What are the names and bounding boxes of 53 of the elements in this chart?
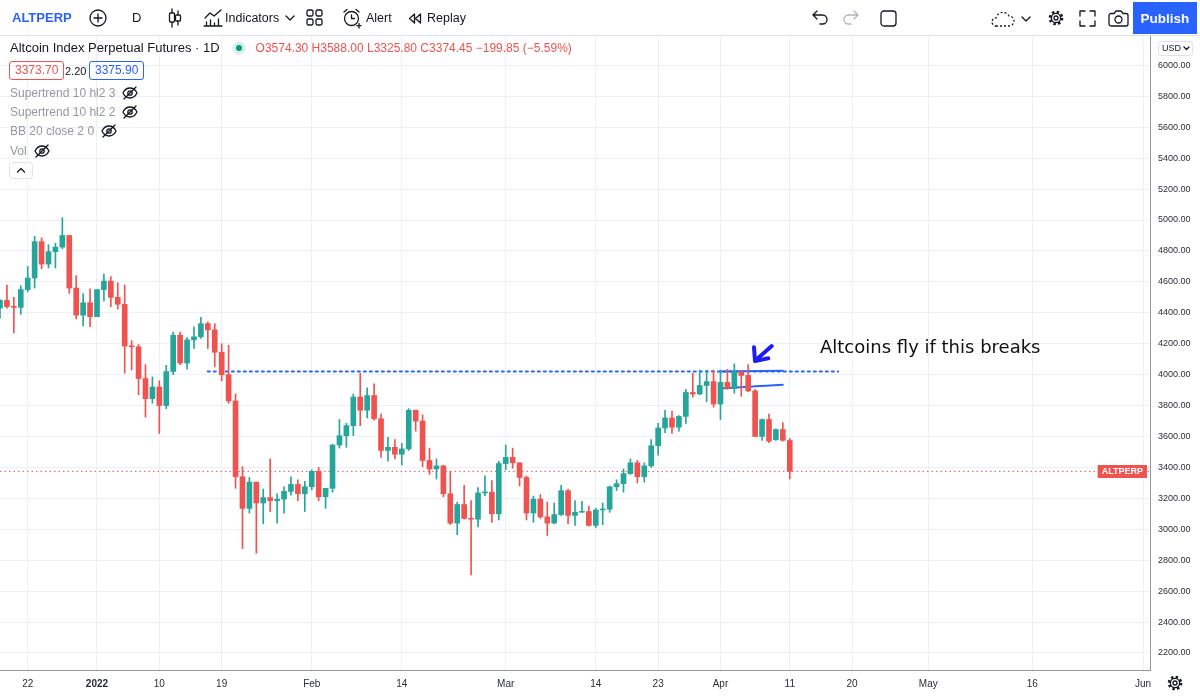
x-tick-label: 23 (652, 677, 665, 689)
y-tick-label: 5200.00 (1158, 183, 1191, 194)
chart-subtitle: O3574.30 H3588.00 L3325.80 C3374.45 −199.85 (−5.59%) (255, 40, 572, 56)
x-tick-label: 10 (153, 677, 166, 689)
y-tick-label: 2600.00 (1158, 585, 1191, 596)
y-tick-label: 3800.00 (1158, 400, 1191, 411)
x-tick-label: Mar (497, 677, 515, 689)
text: Indicators (225, 10, 280, 26)
button: Publish (1133, 2, 1197, 34)
y-tick-label: 4000.00 (1158, 369, 1191, 380)
y-tick-label: 2400.00 (1158, 616, 1191, 627)
y-tick-label: 3400.00 (1158, 461, 1191, 472)
x-tick-label: 14 (590, 677, 602, 689)
y-tick-label: 4800.00 (1158, 245, 1191, 256)
y-tick-label: 3000.00 (1158, 523, 1191, 534)
y-tick-label: 5800.00 (1158, 90, 1191, 101)
text: ALTPERP (12, 10, 72, 26)
text: Replay (427, 10, 466, 26)
x-tick-label: 14 (396, 677, 408, 689)
y-tick-label: 5000.00 (1158, 214, 1191, 225)
annotation: 3373.70 (9, 61, 65, 80)
annotation: Supertrend 10 hl2 2 (10, 104, 116, 120)
select-field: USD (1158, 41, 1193, 56)
text: D (132, 10, 142, 26)
x-tick-label: 2022 (85, 677, 109, 689)
annotation: Vol (10, 143, 27, 159)
x-tick-label: 19 (216, 677, 228, 689)
x-tick-label: 16 (1026, 677, 1039, 689)
ref-line-label: ALTPERP (1101, 466, 1143, 477)
y-tick-label: 4400.00 (1158, 307, 1191, 318)
y-tick-label: 4200.00 (1158, 338, 1191, 349)
annotation: BB 20 close 2 0 (10, 123, 95, 139)
chart-title: Altcoin Index Perpetual Futures · 1D (10, 40, 220, 56)
annotation: Supertrend 10 hl2 3 (10, 85, 116, 101)
x-tick-label: Apr (712, 677, 729, 689)
x-tick-label: 20 (846, 677, 859, 689)
y-tick-label: 3200.00 (1158, 492, 1191, 503)
x-tick-label: Feb (303, 677, 321, 689)
y-tick-label: 2800.00 (1158, 554, 1191, 565)
y-tick-label: 2200.00 (1158, 647, 1191, 658)
x-tick-label: Jun (1135, 677, 1152, 689)
x-tick-label: 11 (784, 677, 796, 689)
y-tick-label: 6000.00 (1158, 59, 1191, 70)
y-tick-label: 5600.00 (1158, 121, 1191, 132)
annotation: Altcoins fly if this breaks (820, 336, 1041, 358)
annotation: 2.20 (65, 64, 87, 79)
text: Alert (366, 10, 392, 26)
y-tick-label: 5400.00 (1158, 152, 1191, 163)
x-tick-label: 22 (22, 677, 34, 689)
x-tick-label: May (918, 677, 938, 689)
y-tick-label: 4600.00 (1158, 276, 1191, 287)
y-tick-label: 3600.00 (1158, 430, 1191, 441)
annotation: 3375.90 (89, 61, 145, 80)
